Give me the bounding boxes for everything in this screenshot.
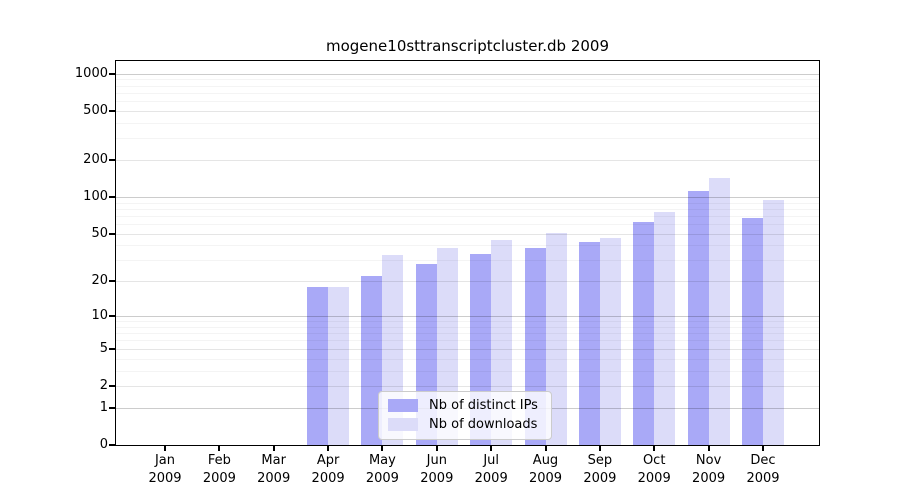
y-tick-mark bbox=[109, 72, 115, 75]
x-tick-label: Mar 2009 bbox=[257, 453, 291, 486]
distinct-ips-swatch-icon bbox=[388, 399, 418, 412]
y-tick-label: 200 bbox=[83, 151, 108, 167]
y-tick-label: 0 bbox=[99, 437, 108, 452]
x-tick-label: Jan 2009 bbox=[148, 453, 182, 486]
bar-distinct-ips bbox=[633, 222, 655, 445]
minor-gridline bbox=[116, 92, 819, 94]
bar-downloads bbox=[763, 200, 784, 445]
y-tick-mark bbox=[109, 195, 115, 198]
minor-gridline bbox=[116, 79, 819, 81]
bar-distinct-ips bbox=[578, 241, 600, 445]
minor-gridline bbox=[116, 122, 819, 124]
bar-distinct-ips bbox=[361, 276, 383, 445]
minor-gridline bbox=[116, 85, 819, 87]
x-tick-label: Jul 2009 bbox=[474, 453, 508, 486]
x-tick-mark bbox=[218, 445, 221, 451]
x-tick-mark bbox=[381, 445, 384, 451]
y-tick-label: 50 bbox=[91, 225, 108, 241]
legend-label-downloads: Nb of downloads bbox=[429, 417, 538, 432]
y-tick-mark bbox=[109, 347, 115, 350]
y-tick-mark bbox=[109, 109, 115, 112]
minor-gridline bbox=[116, 101, 819, 102]
x-tick-label: Apr 2009 bbox=[311, 453, 345, 486]
major-gridline bbox=[116, 110, 819, 112]
x-tick-label: Dec 2009 bbox=[746, 453, 780, 486]
bar-distinct-ips bbox=[687, 190, 709, 445]
x-tick-mark bbox=[707, 445, 710, 451]
x-tick-mark bbox=[762, 445, 764, 451]
x-tick-label: Sep 2009 bbox=[583, 453, 617, 486]
legend-item-distinct-ips: Nb of distinct IPs bbox=[379, 396, 551, 415]
bar-downloads bbox=[599, 238, 621, 445]
chart-title: mogene10sttranscriptcluster.db 2009 bbox=[326, 37, 609, 55]
decade-gridline bbox=[116, 73, 819, 75]
x-tick-mark bbox=[598, 445, 601, 451]
x-tick-label: Nov 2009 bbox=[692, 453, 726, 486]
downloads-swatch-icon bbox=[388, 418, 418, 431]
y-tick-label: 1 bbox=[99, 399, 108, 415]
plot-area: Nb of distinct IPs Nb of downloads bbox=[115, 60, 820, 446]
x-tick-mark bbox=[272, 445, 275, 451]
x-tick-label: Feb 2009 bbox=[202, 453, 236, 486]
x-tick-label: Oct 2009 bbox=[637, 453, 671, 486]
major-gridline bbox=[116, 159, 819, 161]
bar-downloads bbox=[654, 211, 676, 445]
y-tick-label: 5 bbox=[99, 340, 108, 356]
x-tick-mark bbox=[653, 445, 656, 451]
y-tick-label: 100 bbox=[83, 188, 108, 204]
y-tick-mark bbox=[109, 406, 115, 409]
y-tick-mark bbox=[109, 384, 115, 387]
bar-distinct-ips bbox=[307, 286, 329, 445]
bar-downloads bbox=[708, 177, 730, 445]
y-tick-mark bbox=[109, 158, 115, 161]
y-tick-mark bbox=[109, 232, 115, 235]
bar-downloads bbox=[328, 286, 350, 445]
x-tick-mark bbox=[164, 445, 166, 451]
legend-label-distinct-ips: Nb of distinct IPs bbox=[429, 398, 538, 413]
x-tick-mark bbox=[435, 445, 438, 451]
bar-distinct-ips bbox=[742, 218, 763, 445]
x-tick-label: Aug 2009 bbox=[528, 453, 563, 486]
y-tick-mark bbox=[109, 444, 115, 446]
legend-item-downloads: Nb of downloads bbox=[379, 415, 551, 434]
x-tick-label: Jun 2009 bbox=[420, 453, 454, 486]
y-tick-mark bbox=[109, 280, 115, 283]
x-tick-mark bbox=[490, 445, 493, 451]
y-tick-label: 500 bbox=[83, 102, 108, 118]
y-tick-label: 10 bbox=[91, 308, 108, 324]
y-tick-label: 1000 bbox=[74, 65, 108, 81]
legend: Nb of distinct IPs Nb of downloads bbox=[378, 391, 552, 440]
x-tick-mark bbox=[327, 445, 330, 451]
y-tick-label: 2 bbox=[99, 377, 108, 393]
x-tick-label: May 2009 bbox=[365, 453, 399, 486]
x-tick-mark bbox=[544, 445, 547, 451]
minor-gridline bbox=[116, 138, 819, 140]
y-tick-label: 20 bbox=[91, 273, 108, 289]
y-tick-mark bbox=[109, 315, 115, 318]
